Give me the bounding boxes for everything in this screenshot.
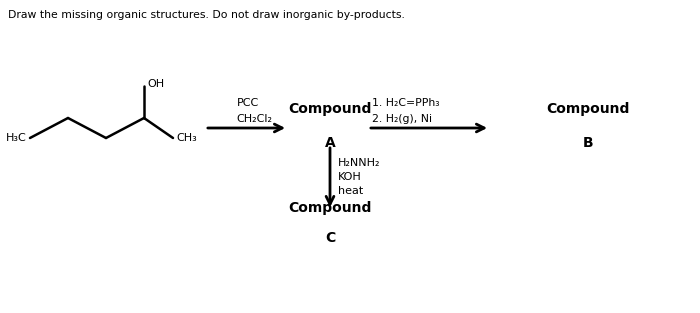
Text: B: B bbox=[582, 136, 594, 150]
Text: H₃C: H₃C bbox=[6, 133, 27, 143]
Text: 2. H₂(g), Ni: 2. H₂(g), Ni bbox=[372, 114, 432, 124]
Text: CH₃: CH₃ bbox=[176, 133, 197, 143]
Text: Compound: Compound bbox=[546, 102, 630, 116]
Text: KOH: KOH bbox=[338, 172, 362, 182]
Text: OH: OH bbox=[147, 79, 164, 89]
Text: Draw the missing organic structures. Do not draw inorganic by-products.: Draw the missing organic structures. Do … bbox=[8, 10, 405, 20]
Text: Compound: Compound bbox=[288, 102, 372, 116]
Text: H₂NNH₂: H₂NNH₂ bbox=[338, 158, 381, 168]
Text: C: C bbox=[325, 231, 335, 245]
Text: PCC: PCC bbox=[237, 98, 259, 108]
Text: Compound: Compound bbox=[288, 201, 372, 215]
Text: heat: heat bbox=[338, 187, 363, 197]
Text: 1. H₂C=PPh₃: 1. H₂C=PPh₃ bbox=[372, 98, 440, 108]
Text: CH₂Cl₂: CH₂Cl₂ bbox=[237, 114, 272, 124]
Text: A: A bbox=[325, 136, 335, 150]
